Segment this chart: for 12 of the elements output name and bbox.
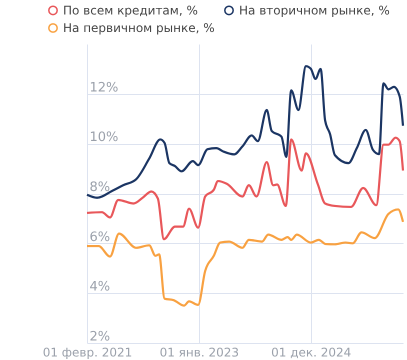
y-tick-label: 6% xyxy=(90,230,110,245)
x-tick-label: 01 янв. 2023 xyxy=(160,346,239,360)
x-tick-label: 01 февр. 2021 xyxy=(42,346,132,360)
y-tick-label: 12% xyxy=(90,80,118,96)
y-tick-label: 4% xyxy=(90,280,110,295)
legend-label: По всем кредитам, % xyxy=(63,3,198,18)
y-tick-label: 8% xyxy=(90,180,110,195)
y-tick-label: 2% xyxy=(90,330,110,344)
legend-label: На первичном рынке, % xyxy=(63,21,215,35)
x-tick-label: 01 дек. 2024 xyxy=(271,346,352,360)
y-tick-label: 10% xyxy=(90,130,118,146)
legend-label: На вторичном рынке, % xyxy=(239,3,390,18)
